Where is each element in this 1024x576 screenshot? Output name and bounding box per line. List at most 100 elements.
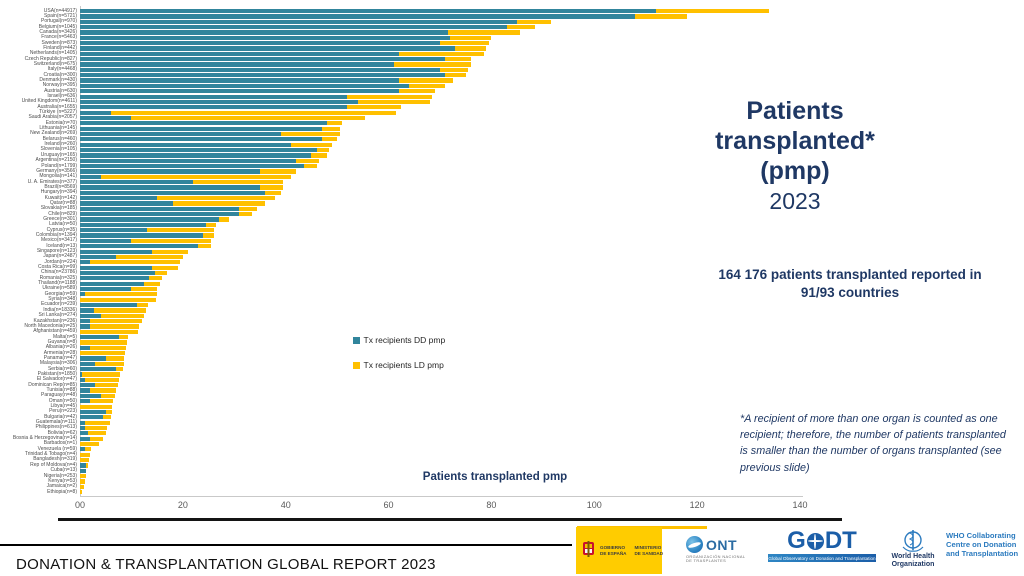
dd-bar-segment xyxy=(80,57,446,62)
dd-bar-segment xyxy=(80,9,656,14)
country-label: Albania(n=26) xyxy=(45,344,77,351)
x-axis-title: Patients transplanted pmp xyxy=(422,471,568,483)
country-label: Afghanistan(n=459) xyxy=(33,328,77,335)
ld-bar-segment xyxy=(635,14,687,19)
ld-bar-segment xyxy=(398,51,484,56)
ld-bar-segment xyxy=(517,19,551,24)
country-label: Poland(n=1799) xyxy=(41,162,77,169)
bar-row: Cyprus(n=35) xyxy=(0,227,860,233)
country-label: U. A. Emirates(n=377) xyxy=(27,178,77,185)
bar-row: Slovenia(n=105) xyxy=(0,147,860,153)
country-label: Argentina(n=2150) xyxy=(35,157,77,164)
bar-row: Switzerland(n=675) xyxy=(0,61,860,67)
title-year: 2023 xyxy=(769,188,821,214)
ld-bar-segment xyxy=(94,308,146,313)
report-title: DONATION & TRANSPLANTATION GLOBAL REPORT… xyxy=(16,556,436,573)
dd-bar-segment xyxy=(80,83,410,89)
ld-bar-segment xyxy=(206,222,217,227)
ld-bar-segment xyxy=(447,30,520,35)
bar-row: Romania(n=325) xyxy=(0,275,860,281)
dd-bar-segment xyxy=(80,286,132,292)
bar-row: Canada(n=3426) xyxy=(0,29,860,35)
bar-row: Latvia(n=50) xyxy=(0,222,860,228)
country-label: Mexico(n=3417) xyxy=(41,237,77,244)
ld-bar-segment xyxy=(440,67,469,72)
ld-bar-segment xyxy=(90,345,127,350)
dd-bar-segment xyxy=(80,393,101,399)
ld-bar-segment xyxy=(85,447,91,452)
ld-bar-segment xyxy=(203,233,214,238)
dd-bar-segment xyxy=(80,292,86,297)
ld-bar-segment xyxy=(87,431,106,436)
dd-bar-segment xyxy=(80,196,158,201)
dd-bar-segment xyxy=(80,185,260,190)
dd-bar-segment xyxy=(80,99,358,105)
bar-row: Estonia(n=70) xyxy=(0,120,860,126)
ld-bar-segment xyxy=(80,404,113,409)
dd-bar-segment xyxy=(80,335,119,340)
bar-row: Cuba(n=13) xyxy=(0,467,860,474)
country-label: Pakistan(n=1850) xyxy=(37,370,77,377)
bar-row: Lithuania(n=145) xyxy=(0,125,860,132)
dd-bar-segment xyxy=(80,51,399,56)
dd-bar-segment xyxy=(80,356,106,361)
bar-row: Iceland(n=13) xyxy=(0,243,860,249)
country-label: Syria(n=348) xyxy=(48,296,77,303)
dd-bar-segment xyxy=(80,110,111,115)
ld-bar-segment xyxy=(80,297,157,302)
bar-row: Slovakia(n=185) xyxy=(0,205,860,212)
ld-bar-segment xyxy=(105,356,125,361)
title-line-1: Patients xyxy=(746,97,844,125)
bar-row: Austria(n=630) xyxy=(0,88,860,94)
ld-bar-segment xyxy=(131,115,366,121)
country-label: Philippines(n=613) xyxy=(35,424,77,431)
gobierno-text: GOBIERNO DE ESPAÑA xyxy=(600,544,627,556)
ont-logo: ONT ORGANIZACIÓN NACIONAL DE TRASPLANTES xyxy=(686,536,758,572)
ld-bar-segment xyxy=(445,57,471,62)
country-label: Lithuania(n=145) xyxy=(39,125,77,132)
ld-bar-segment xyxy=(85,420,110,425)
dd-bar-segment xyxy=(80,131,281,137)
dd-bar-segment xyxy=(80,137,322,142)
who-name: World Health Organization xyxy=(891,553,935,568)
ministerio-text: MINISTERIO DE SANIDAD xyxy=(634,544,664,556)
ld-bar-segment xyxy=(239,212,253,217)
country-label: Slovakia(n=185) xyxy=(40,205,77,212)
bar-row: Thailand(n=1188) xyxy=(0,280,860,287)
dd-bar-segment xyxy=(80,436,91,441)
bar-row: India(n=18336) xyxy=(0,307,860,313)
ld-bar-segment xyxy=(393,62,471,67)
country-label: Sweden(n=873) xyxy=(41,39,77,46)
bar-row: Paraguay(n=48) xyxy=(0,393,860,399)
ld-bar-segment xyxy=(311,153,327,158)
ld-bar-segment xyxy=(105,409,112,415)
bar-row: Mongolia(n=141) xyxy=(0,173,860,180)
ld-bar-segment xyxy=(80,452,91,457)
country-label: Ireland(n=260) xyxy=(44,141,77,148)
country-label: Malta(n=5) xyxy=(52,333,77,340)
ld-bar-segment xyxy=(149,276,163,281)
bar-row: Albania(n=26) xyxy=(0,344,860,351)
country-label: Trinidad & Tobago(n=4) xyxy=(24,451,77,458)
dd-bar-segment xyxy=(80,367,116,372)
country-label: Japan(n=2487) xyxy=(43,253,77,260)
ld-bar-segment xyxy=(265,190,281,195)
bar-row: Sri Lanka(n=274) xyxy=(0,312,860,319)
dd-bar-segment xyxy=(80,147,317,153)
bar-row: Portugal(n=970) xyxy=(0,18,860,25)
ld-bar-segment xyxy=(90,436,103,441)
dd-bar-segment xyxy=(80,372,82,377)
bar-row: Jordan(n=224) xyxy=(0,259,860,265)
ld-bar-segment xyxy=(100,174,291,179)
summary-line-2: 91/93 countries xyxy=(800,284,900,300)
ld-bar-segment xyxy=(193,180,284,185)
bar-row: U. A. Emirates(n=377) xyxy=(0,178,860,185)
bar-row: New Zealand(n=269) xyxy=(0,131,860,137)
dd-bar-segment xyxy=(80,19,518,24)
dd-bar-segment xyxy=(80,201,173,206)
country-label: Sri Lanka(n=274) xyxy=(38,312,78,319)
country-label: Venezuela (n=59) xyxy=(37,445,77,452)
bar-row: Syria(n=348) xyxy=(0,296,860,303)
country-label: Nigeria(n=253) xyxy=(43,472,77,479)
bar-row: Chile(n=829) xyxy=(0,211,860,217)
